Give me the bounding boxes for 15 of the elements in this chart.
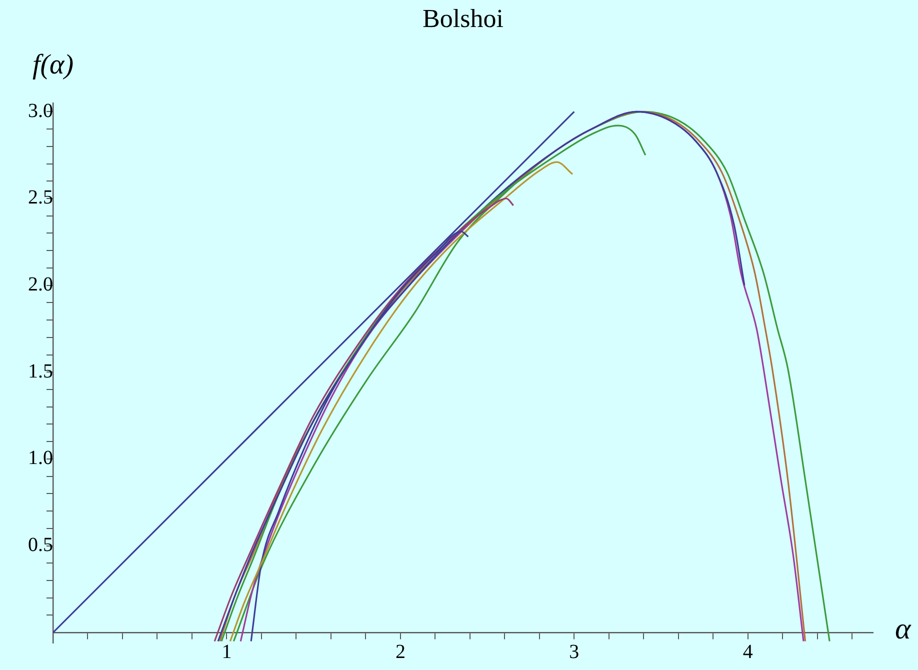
y-axis-title: f(α) <box>32 49 74 80</box>
y-tick-label: 1.5 <box>28 360 53 382</box>
chart-title: Bolshoi <box>422 4 504 33</box>
y-tick-label: 2.0 <box>28 274 53 296</box>
x-tick-label: 2 <box>395 640 406 663</box>
y-tick-label: 3.0 <box>28 100 53 122</box>
y-tick-label: 0.5 <box>28 534 53 556</box>
y-tick-label: 1.0 <box>28 447 53 470</box>
x-tick-label: 3 <box>569 640 580 663</box>
x-tick-label: 4 <box>742 640 753 663</box>
line-series <box>214 198 514 642</box>
x-axis-title: α <box>895 612 912 646</box>
y-tick-label: 2.5 <box>28 186 53 209</box>
line-series <box>229 161 574 642</box>
x-tick-label: 1 <box>222 640 232 663</box>
